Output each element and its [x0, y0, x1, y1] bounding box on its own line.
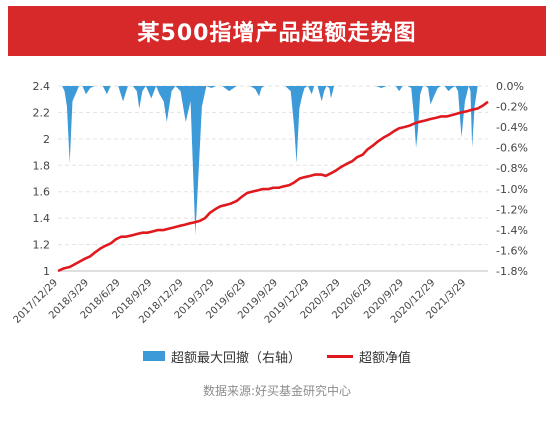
- left-tick-label: 2: [43, 133, 50, 146]
- right-tick-label: -0.8%: [496, 162, 528, 175]
- right-tick-label: 0.0%: [496, 80, 524, 93]
- left-tick-label: 1.8: [33, 159, 51, 172]
- nav-line: [57, 100, 489, 273]
- drawdown-area-layer: [58, 86, 488, 236]
- legend-label-drawdown: 超额最大回撤（右轴）: [170, 350, 301, 366]
- legend-swatch-nav: [327, 354, 353, 358]
- right-tick-label: -1.0%: [496, 183, 528, 196]
- left-tick-label: 1.6: [33, 186, 51, 199]
- left-tick-label: 1.4: [33, 212, 51, 225]
- chart-title: 某500指增产品超额走势图: [8, 6, 546, 56]
- right-tick-label: -1.6%: [496, 244, 528, 257]
- grid-layer: [58, 85, 488, 272]
- left-tick-label: 2.2: [33, 106, 51, 119]
- chart-svg: 1 1.2 1.4 1.6 1.8 2 2.2 2.4 0.0% -0.2% -0.4% -0.6%…: [12, 80, 528, 326]
- legend-label-nav: 超额净值: [359, 350, 412, 366]
- legend-swatch-drawdown: [142, 351, 165, 361]
- right-tick-label: -1.2%: [496, 203, 528, 216]
- right-axis-ticks: 0.0% -0.2% -0.4% -0.6% -0.8% -1.0% -1.2% -1.4% -…: [496, 80, 528, 278]
- legend: 超额最大回撤（右轴） 超额净值: [0, 346, 554, 366]
- left-tick-label: 1.2: [33, 239, 51, 252]
- drawdown-area: [58, 86, 488, 236]
- data-source-note: 数据来源:好买基金研究中心: [202, 384, 352, 398]
- right-tick-label: -0.2%: [496, 101, 528, 114]
- left-axis-ticks: 1 1.2 1.4 1.6 1.8 2 2.2 2.4: [33, 80, 51, 278]
- left-tick-label: 1: [43, 265, 50, 278]
- chart-container: 1 1.2 1.4 1.6 1.8 2 2.2 2.4 0.0% -0.2% -0.4% -0.6%…: [0, 70, 554, 360]
- x-axis-ticks: 2017/12/292018/3/292018/6/292018/9/29201…: [12, 277, 469, 326]
- legend-item-drawdown: 超额最大回撤（右轴）: [142, 347, 301, 366]
- right-tick-label: -1.8%: [496, 265, 528, 278]
- right-tick-label: -0.4%: [496, 121, 528, 134]
- right-tick-label: -1.4%: [496, 224, 528, 237]
- right-tick-label: -0.6%: [496, 142, 528, 155]
- left-tick-label: 2.4: [33, 80, 51, 93]
- legend-item-nav: 超额净值: [327, 347, 411, 366]
- nav-line-layer: [57, 100, 489, 273]
